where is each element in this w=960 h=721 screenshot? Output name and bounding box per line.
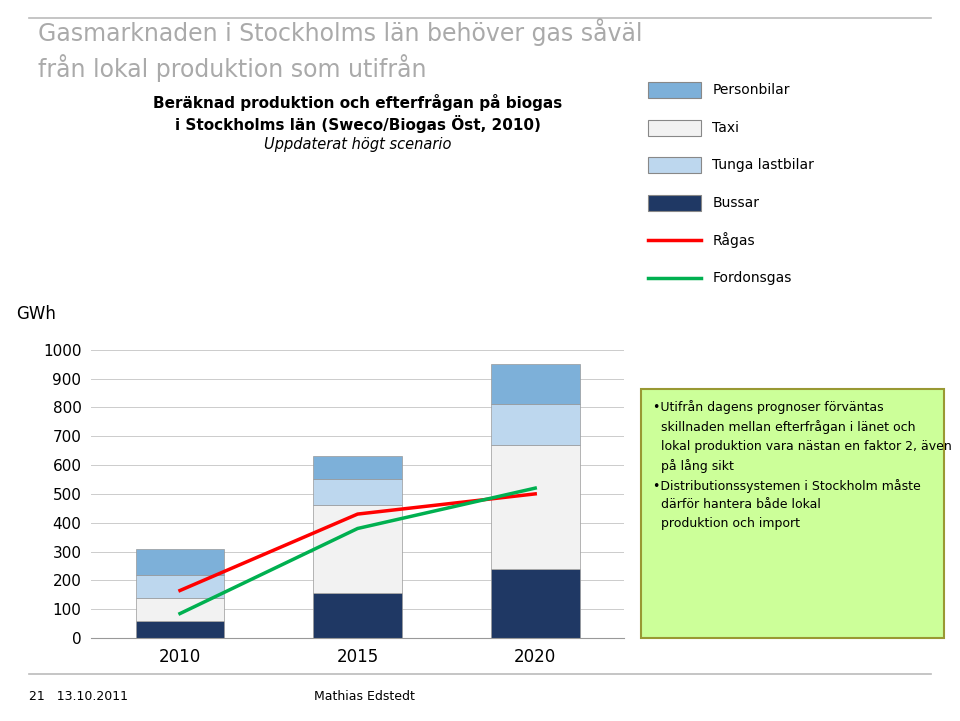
Bar — [313, 456, 402, 479]
Text: från lokal produktion som utifrån: från lokal produktion som utifrån — [38, 54, 427, 82]
Bar — [491, 364, 580, 404]
Bar — [491, 445, 580, 569]
Text: Tunga lastbilar: Tunga lastbilar — [712, 158, 814, 172]
Bar — [491, 404, 580, 445]
Text: Beräknad produktion och efterfrågan på biogas: Beräknad produktion och efterfrågan på b… — [153, 94, 563, 111]
Bar — [135, 549, 225, 575]
Bar — [313, 593, 402, 638]
Text: Mathias Edstedt: Mathias Edstedt — [314, 690, 416, 703]
Text: Gasmarknaden i Stockholms län behöver gas såväl: Gasmarknaden i Stockholms län behöver ga… — [38, 18, 643, 46]
Text: Bussar: Bussar — [712, 195, 759, 210]
Text: Taxi: Taxi — [712, 120, 739, 135]
Bar — [313, 479, 402, 505]
Bar — [491, 569, 580, 638]
Bar — [135, 598, 225, 621]
Text: Uppdaterat högt scenario: Uppdaterat högt scenario — [264, 137, 451, 152]
Text: Fordonsgas: Fordonsgas — [712, 270, 792, 285]
Text: •Utifrån dagens prognoser förväntas
  skillnaden mellan efterfrågan i länet och
: •Utifrån dagens prognoser förväntas skil… — [653, 400, 951, 530]
Text: 21   13.10.2011: 21 13.10.2011 — [29, 690, 128, 703]
Text: GWh: GWh — [16, 305, 57, 323]
Text: i Stockholms län (Sweco/Biogas Öst, 2010): i Stockholms län (Sweco/Biogas Öst, 2010… — [175, 115, 540, 133]
Bar — [135, 575, 225, 598]
Bar — [135, 621, 225, 638]
Text: Personbilar: Personbilar — [712, 83, 790, 97]
Bar — [313, 505, 402, 593]
Text: Rågas: Rågas — [712, 232, 755, 248]
